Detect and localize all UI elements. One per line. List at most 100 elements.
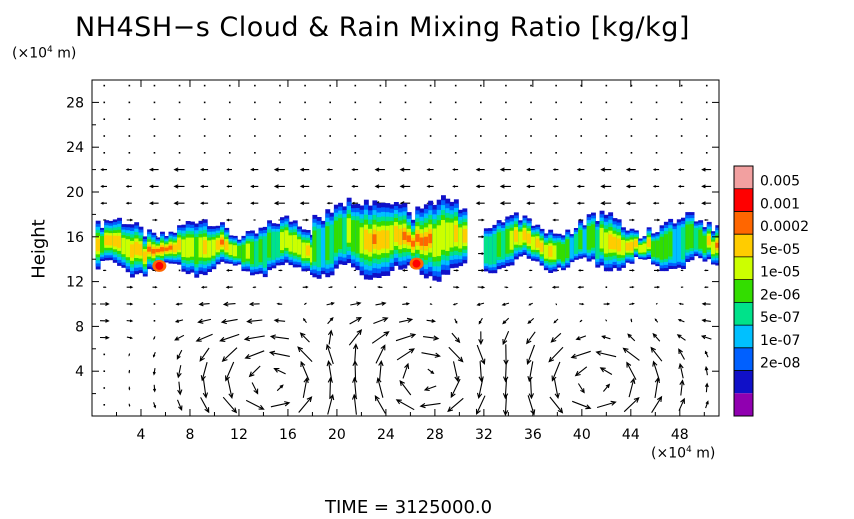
cloud-cell <box>190 237 195 257</box>
cloud-cell <box>501 230 506 260</box>
x-axis-unit: (×104 m) <box>651 445 716 462</box>
wind-vector <box>374 394 386 414</box>
cloud-cell <box>608 234 614 250</box>
wind-vector <box>354 101 357 104</box>
cloud-cell <box>172 244 178 253</box>
wind-vector <box>279 152 281 154</box>
colorbar-label: 0.005 <box>760 174 800 190</box>
wind-vector <box>552 201 559 205</box>
cloud-cell <box>599 227 605 249</box>
wind-vector <box>704 382 709 393</box>
cloud-cell <box>681 227 686 260</box>
cloud-cell <box>513 230 519 242</box>
cloud-cell <box>228 244 234 255</box>
cloud-cell <box>316 228 322 268</box>
wind-vector <box>630 101 633 104</box>
wind-vector <box>148 167 159 172</box>
wind-vector <box>530 152 532 154</box>
wind-vector <box>552 185 559 188</box>
wind-vector <box>527 361 534 383</box>
wind-vector <box>650 346 663 362</box>
wind-vector <box>677 201 685 205</box>
wind-vector <box>375 344 386 364</box>
y-tick-label: 28 <box>66 95 84 111</box>
cloud-cell <box>411 240 416 247</box>
wind-vector <box>178 135 181 137</box>
cloud-cell <box>595 229 601 259</box>
wind-vector <box>652 201 660 205</box>
wind-vector <box>452 168 459 171</box>
wind-vector <box>402 286 408 289</box>
wind-vector <box>353 343 359 365</box>
wind-vector <box>574 366 588 377</box>
wind-vector <box>478 268 485 272</box>
wind-vector <box>504 269 509 272</box>
cloud-cell <box>415 234 421 242</box>
wind-vector <box>475 184 485 189</box>
wind-vector <box>700 335 712 340</box>
wind-vector <box>128 84 131 87</box>
wind-vector <box>421 352 441 358</box>
wind-vector <box>103 118 106 120</box>
colorbar-segment <box>734 234 753 257</box>
cloud-cell <box>168 245 174 250</box>
wind-vector <box>152 218 158 222</box>
cloud-cell <box>591 224 596 248</box>
wind-vector <box>630 118 633 120</box>
wind-vector <box>250 184 259 189</box>
wind-vector <box>549 396 564 414</box>
wind-vector <box>704 350 709 358</box>
wind-vector <box>152 286 158 289</box>
cloud-cell <box>130 244 135 258</box>
wind-vector <box>475 167 485 172</box>
wind-vector <box>269 334 289 340</box>
cloud-cell <box>258 239 264 263</box>
wind-vector <box>478 331 484 346</box>
cloud-cell <box>646 239 652 248</box>
wind-vector <box>153 135 156 137</box>
wind-vector <box>244 350 265 359</box>
wind-vector <box>273 167 285 172</box>
colorbar: 0.005 0.001 0.0002 5e-05 1e-05 2e-06 5e-07 1e-0… <box>733 165 809 417</box>
wind-vector <box>126 319 134 323</box>
wind-vector <box>304 84 306 87</box>
wind-vector <box>298 396 313 413</box>
cloud-cell <box>638 245 644 253</box>
wind-vector <box>530 118 532 120</box>
wind-vector <box>222 396 238 414</box>
colorbar-label: 1e-07 <box>760 333 800 349</box>
wind-vector <box>454 318 458 324</box>
wind-vector <box>429 84 432 87</box>
wind-vector <box>452 361 460 383</box>
wind-vector <box>203 135 206 137</box>
wind-vector <box>354 118 357 120</box>
wind-vector <box>678 348 685 360</box>
cloud-cell <box>432 228 438 257</box>
wind-vector <box>680 269 684 272</box>
wind-vector <box>705 152 708 154</box>
cloud-cell <box>449 222 455 248</box>
wind-vector <box>701 167 712 172</box>
wind-vector <box>303 302 307 306</box>
wind-vector <box>128 353 131 357</box>
colorbar-segment <box>734 166 753 189</box>
wind-vector <box>550 332 562 343</box>
wind-vector <box>705 84 708 87</box>
wind-vector <box>248 301 260 307</box>
cloud-cell <box>355 220 361 254</box>
wind-vector <box>399 167 411 172</box>
cloud-cell <box>288 235 294 252</box>
wind-vector <box>349 316 362 325</box>
wind-vector <box>526 167 535 172</box>
wind-vector <box>404 152 407 154</box>
wind-vector <box>228 135 231 137</box>
wind-vector <box>454 152 457 154</box>
wind-vector <box>555 152 557 154</box>
cloud-cell <box>668 231 674 257</box>
wind-vector <box>654 218 661 222</box>
wind-vector <box>677 318 685 323</box>
wind-vector <box>629 302 635 306</box>
wind-vector <box>153 336 156 341</box>
wind-vector <box>551 361 561 382</box>
wind-vector <box>528 286 533 289</box>
